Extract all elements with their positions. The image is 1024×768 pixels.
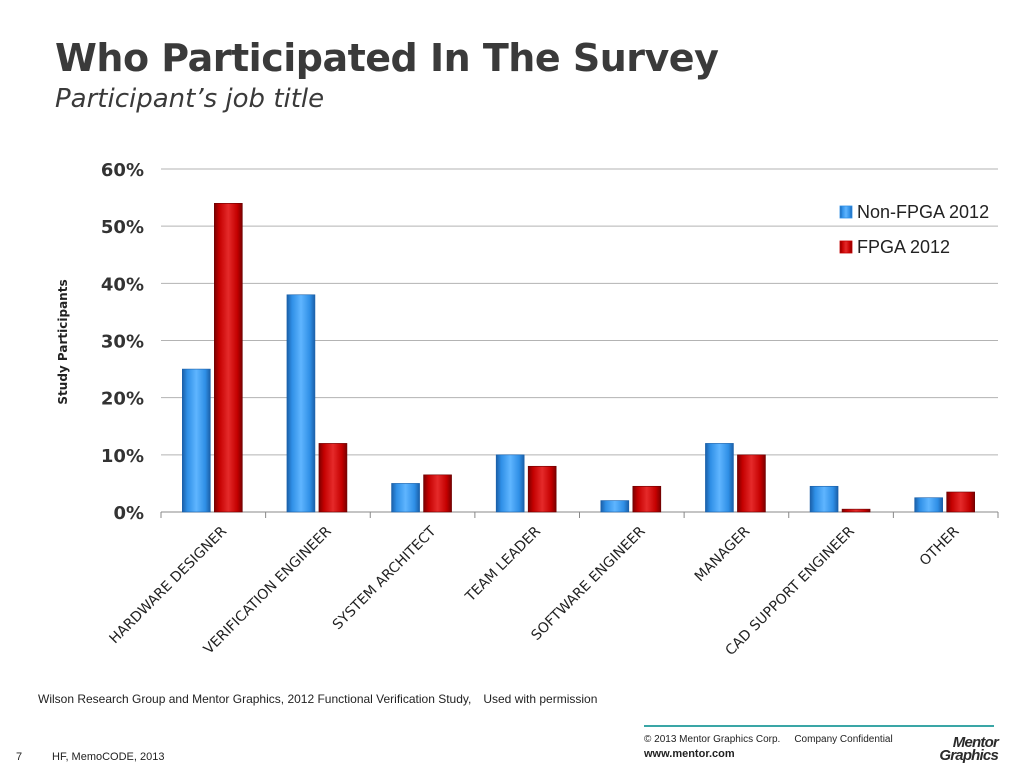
fpga-bar <box>423 474 452 513</box>
non-fpga-bar <box>914 497 943 513</box>
logo-line-1: Mentor <box>952 734 999 751</box>
x-category-label: TEAM LEADER <box>462 523 544 605</box>
legend-swatch <box>839 240 853 254</box>
bar-chart: 0% 10% 20% 30% 40% 50% 60% Study Participants HA… <box>56 160 999 659</box>
fpga-bar <box>527 465 557 513</box>
copyright-text: © 2013 Mentor Graphics Corp. <box>644 734 781 745</box>
y-tick-label: 40% <box>101 274 144 295</box>
x-category-label: SYSTEM ARCHITECT <box>330 523 440 633</box>
mentor-graphics-logo: Mentor Graphics <box>906 734 999 764</box>
non-fpga-bar <box>495 454 525 513</box>
slide-subtitle: Participant’s job title <box>55 84 325 114</box>
copyright-line: © 2013 Mentor Graphics Corp. Company Conf… <box>644 734 893 745</box>
y-tick-label: 60% <box>101 160 144 181</box>
slide-number: 7 <box>16 751 23 763</box>
legend-swatch <box>839 205 853 219</box>
non-fpga-bar <box>705 443 734 513</box>
y-tick-label: 30% <box>101 332 144 353</box>
non-fpga-bar <box>182 368 211 513</box>
fpga-bar <box>737 454 766 513</box>
x-category-label: MANAGER <box>692 523 754 585</box>
non-fpga-bar <box>286 294 316 513</box>
y-tick-label: 10% <box>101 446 144 467</box>
slide-title: Who Participated In The Survey <box>55 36 719 80</box>
x-category-label: HARDWARE DESIGNER <box>107 523 231 647</box>
fpga-bar <box>214 203 243 513</box>
y-tick-label: 50% <box>101 217 144 238</box>
source-note: Wilson Research Group and Mentor Graphic… <box>38 692 597 706</box>
website-link[interactable]: www.mentor.com <box>644 748 735 760</box>
legend-label: FPGA 2012 <box>857 237 950 257</box>
y-tick-label: 20% <box>101 389 144 410</box>
fpga-bar <box>946 491 975 513</box>
legend-label: Non-FPGA 2012 <box>857 202 989 222</box>
non-fpga-bar <box>809 485 839 513</box>
non-fpga-bar <box>600 500 630 513</box>
fpga-bar <box>632 485 662 513</box>
x-category-label: OTHER <box>917 523 963 569</box>
non-fpga-bar <box>391 483 420 513</box>
y-axis-label: Study Participants <box>56 279 70 404</box>
fpga-bar <box>318 443 348 513</box>
footer-divider <box>644 725 994 727</box>
x-category-label: SOFTWARE ENGINEER <box>528 523 648 643</box>
permission-text: Used with permission <box>483 692 598 706</box>
fpga-bar <box>841 508 871 513</box>
source-text: Wilson Research Group and Mentor Graphic… <box>38 692 472 706</box>
y-tick-label: 0% <box>113 503 144 524</box>
logo-line-2: Graphics <box>939 747 998 764</box>
event-label: HF, MemoCODE, 2013 <box>52 751 165 763</box>
confidential-text: Company Confidential <box>794 734 893 745</box>
